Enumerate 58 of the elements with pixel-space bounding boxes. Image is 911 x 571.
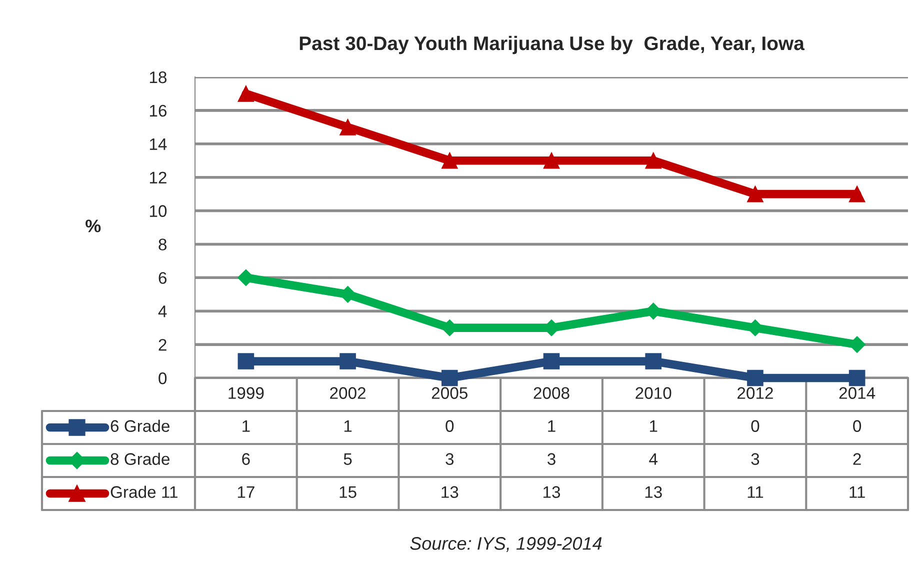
data-label: 13	[544, 486, 560, 498]
point	[747, 370, 764, 386]
point	[340, 353, 356, 370]
x-tick-label: 2010	[636, 387, 672, 399]
point	[441, 152, 458, 169]
y-tick-label: 2	[158, 338, 166, 351]
data-label: 11	[850, 486, 865, 498]
data-label: 13	[442, 486, 458, 498]
chart-title: Past 30-Day Youth Marijuana Use by Grade, Year, Iowa	[300, 36, 805, 54]
y-tick-label: 18	[150, 71, 166, 84]
data-label: 3	[446, 453, 454, 465]
y-tick-label: 12	[150, 172, 166, 184]
data-label: 0	[446, 420, 454, 432]
y-axis-title: %	[86, 220, 101, 232]
data-label: 3	[751, 453, 760, 465]
x-tick-label: 1999	[228, 387, 264, 399]
x-tick-label: 2014	[839, 387, 876, 399]
data-label: 4	[649, 453, 658, 465]
data-label: 1	[242, 420, 250, 432]
legend-label: Grade 11	[110, 486, 178, 498]
x-tick-label: 2005	[432, 387, 468, 399]
x-tick-label: 2008	[534, 387, 570, 399]
point	[543, 152, 560, 169]
data-label: 2	[853, 453, 861, 465]
point	[441, 370, 458, 386]
x-tick-label: 2002	[330, 387, 366, 399]
source-note: Source: IYS, 1999-2014	[410, 537, 602, 552]
y-tick-label: 10	[150, 205, 167, 217]
point	[848, 186, 866, 202]
point	[645, 152, 662, 169]
point	[238, 86, 254, 102]
data-label: 3	[548, 453, 556, 465]
y-tick-label: 16	[150, 104, 166, 117]
point	[848, 370, 866, 386]
data-label: 6	[242, 453, 250, 465]
data-label: 13	[645, 486, 662, 498]
y-tick-label: 8	[158, 238, 166, 250]
data-label: 0	[853, 420, 862, 432]
point	[747, 186, 764, 202]
data-label: 15	[340, 486, 356, 498]
y-tick-label: 6	[158, 272, 166, 284]
legend-label: 8 Grade	[110, 452, 170, 465]
y-tick-label: 14	[150, 138, 167, 150]
y-tick-label: 4	[158, 306, 167, 318]
data-label: 1	[344, 420, 352, 432]
legend-label: 6 Grade	[110, 420, 170, 432]
point	[340, 119, 356, 136]
point	[645, 353, 662, 370]
data-label: 1	[650, 420, 658, 432]
data-label: 5	[344, 453, 352, 465]
point	[238, 353, 254, 370]
data-label: 11	[748, 486, 764, 498]
x-tick-label: 2012	[738, 387, 773, 399]
data-label: 1	[548, 420, 556, 432]
y-tick-label: 0	[158, 372, 167, 384]
point	[543, 353, 560, 370]
data-label: 0	[751, 420, 760, 432]
data-label: 17	[238, 486, 254, 498]
